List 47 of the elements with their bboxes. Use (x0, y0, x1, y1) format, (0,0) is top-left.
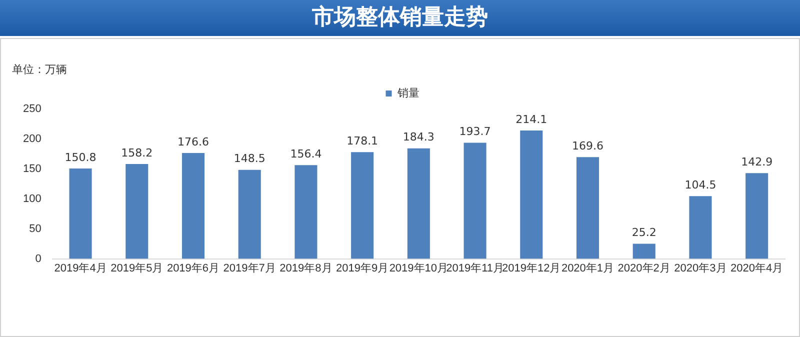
data-label: 169.6 (572, 140, 604, 153)
bar (294, 165, 318, 259)
bar (576, 157, 600, 259)
data-label: 176.6 (177, 135, 209, 148)
x-tick-label: 2020年2月 (618, 262, 670, 274)
y-tick-label: 250 (22, 103, 42, 116)
bar (182, 152, 205, 259)
bar (407, 148, 430, 259)
chart-title: 市场整体销量走势 (0, 0, 800, 36)
bar (351, 152, 374, 259)
data-label: 104.5 (684, 178, 716, 192)
data-label: 142.9 (741, 156, 773, 169)
x-tick-label: 2019年4月 (54, 262, 107, 274)
x-tick-label: 2019年9月 (336, 262, 389, 274)
data-label: 178.1 (346, 134, 378, 148)
data-label: 214.1 (516, 112, 548, 126)
x-tick-label: 2019年8月 (280, 262, 332, 274)
bar (746, 173, 768, 259)
y-tick-label: 50 (29, 222, 42, 235)
y-axis-title: 单位：万辆 (12, 62, 67, 77)
y-tick-label: 150 (22, 162, 42, 175)
x-tick-label: 2019年12月 (502, 262, 561, 274)
bar (238, 170, 261, 259)
y-tick-label: 0 (35, 252, 42, 265)
data-label: 184.3 (402, 130, 434, 144)
legend-label: 销量 (396, 88, 420, 100)
bar (126, 164, 148, 259)
x-tick-label: 2019年7月 (223, 262, 276, 274)
data-label: 158.2 (121, 146, 153, 160)
data-label: 25.2 (632, 226, 656, 240)
x-tick-label: 2020年4月 (730, 262, 784, 274)
x-tick-label: 2019年5月 (110, 262, 164, 274)
bar (520, 130, 543, 259)
data-label: 150.8 (64, 150, 96, 164)
data-label: 156.4 (290, 147, 322, 160)
x-tick-label: 2020年1月 (561, 262, 614, 274)
bar (632, 244, 656, 259)
x-tick-label: 2019年11月 (446, 262, 504, 274)
x-tick-label: 2020年3月 (674, 262, 727, 274)
data-label: 193.7 (459, 125, 491, 138)
data-label: 148.5 (234, 152, 266, 166)
bar (464, 142, 486, 259)
y-tick-label: 200 (22, 132, 42, 145)
x-tick-label: 2019年6月 (166, 262, 220, 274)
bar (69, 168, 92, 259)
y-tick-label: 100 (22, 192, 42, 205)
bar (689, 196, 712, 259)
